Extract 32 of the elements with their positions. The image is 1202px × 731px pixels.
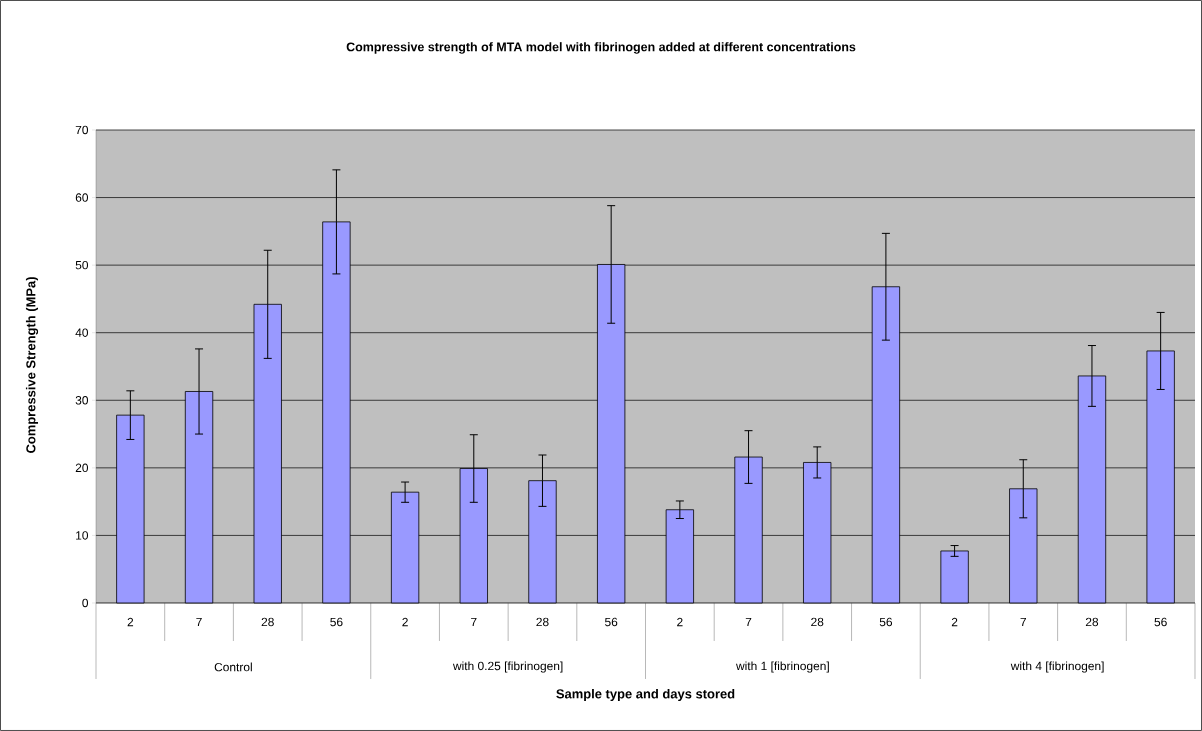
x-tick-label: 28 — [536, 617, 549, 627]
text: with 1 [fibrinogen] — [736, 661, 829, 673]
x-tick-label: 56 — [604, 617, 618, 627]
y-tick-label: 40 — [75, 328, 89, 337]
x-tick-label: 2 — [402, 617, 408, 627]
x-tick-label: 56 — [1154, 617, 1167, 627]
y-axis-title: Compressive Strength (MPa) — [25, 277, 39, 453]
x-axis-title: Sample type and days stored — [556, 688, 735, 702]
chart-title: Compressive strength of MTA model with fibrinogen added at different concentrations — [346, 42, 856, 54]
y-tick-label: 70 — [75, 125, 89, 135]
text: with 4 [fibrinogen] — [1010, 661, 1104, 673]
bar — [940, 550, 969, 604]
y-tick-label: 20 — [75, 463, 89, 473]
y-tick-label: 10 — [76, 531, 89, 540]
text: with 0.25 [fibrinogen] — [452, 661, 563, 673]
x-tick-label: 2 — [951, 617, 958, 627]
x-tick-label: 28 — [261, 617, 274, 627]
y-tick-label: 30 — [75, 396, 89, 405]
x-tick-label: 7 — [196, 617, 202, 627]
x-tick-label: 28 — [1085, 617, 1099, 627]
x-tick-label: 56 — [330, 617, 343, 627]
y-tick-label: 50 — [75, 260, 89, 270]
y-tick-label: 60 — [75, 193, 89, 202]
x-tick-label: 7 — [745, 617, 752, 627]
x-tick-label: 2 — [127, 617, 134, 627]
x-tick-label: 2 — [677, 617, 683, 627]
x-tick-label: 56 — [879, 617, 893, 627]
y-tick-label: 0 — [82, 598, 89, 608]
text: Control — [214, 662, 252, 672]
x-tick-label: 7 — [1020, 617, 1026, 627]
x-tick-label: 28 — [811, 617, 824, 627]
x-tick-label: 7 — [471, 617, 477, 627]
